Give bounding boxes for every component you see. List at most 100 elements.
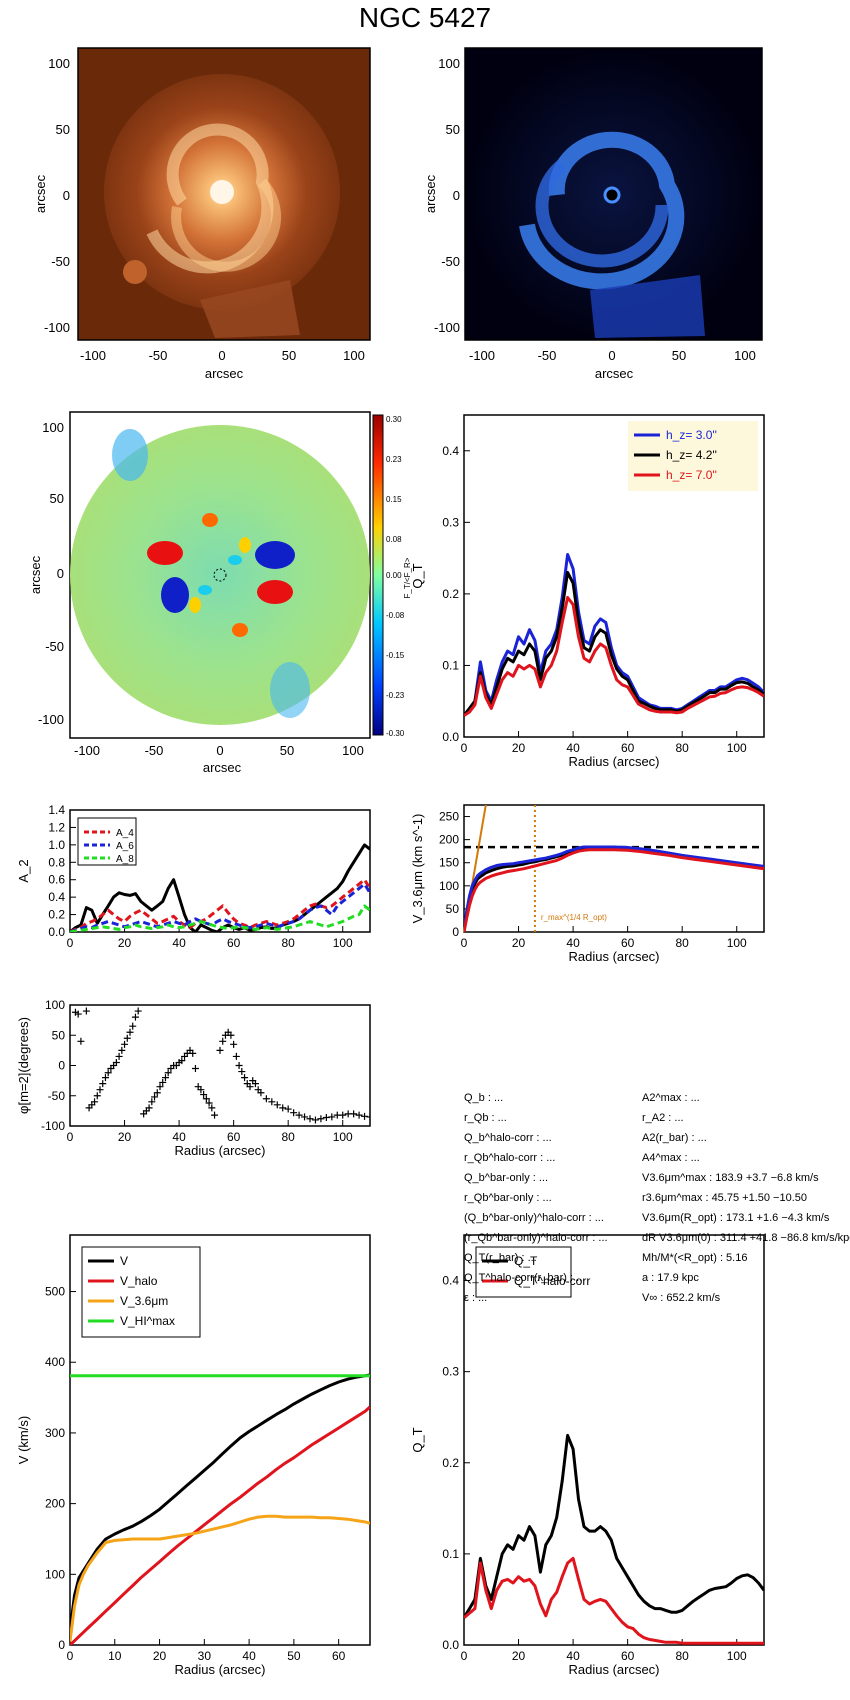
spiral-arm-blue bbox=[519, 131, 685, 290]
force-map-panel bbox=[69, 411, 384, 739]
scatter-point bbox=[322, 1114, 330, 1122]
scatter-point bbox=[153, 1089, 161, 1097]
series-line-3 bbox=[70, 904, 370, 932]
scatter-point bbox=[77, 1037, 85, 1045]
legend-box bbox=[77, 817, 137, 866]
galaxy-core-orange bbox=[210, 180, 234, 204]
x-axis-label: Radius (arcsec) bbox=[568, 1662, 659, 1677]
scatter-point bbox=[134, 1007, 142, 1015]
svg-text:0.00: 0.00 bbox=[386, 571, 402, 580]
y-tick-label: 0.3 bbox=[442, 1365, 459, 1379]
legend-label: Q_T bbox=[514, 1254, 538, 1268]
x-tick-label: 60 bbox=[621, 1649, 635, 1663]
y-tick-label: 0 bbox=[452, 925, 459, 939]
x-tick-label: 20 bbox=[512, 1649, 526, 1663]
scatter-point bbox=[279, 1104, 287, 1112]
plot-frame bbox=[463, 804, 765, 933]
spiral-arm-orange bbox=[146, 123, 274, 274]
y-tick-label: 0.2 bbox=[442, 1456, 459, 1470]
scatter-point bbox=[232, 1052, 240, 1060]
y-tick-label: 150 bbox=[439, 856, 459, 870]
x-tick-label: 80 bbox=[282, 936, 296, 950]
scatter-point bbox=[317, 1115, 325, 1123]
x-tick-label: 80 bbox=[676, 1649, 690, 1663]
y-tick-label: 0 bbox=[58, 1059, 65, 1073]
y-tick-label: 1.2 bbox=[48, 820, 65, 834]
svg-text:100: 100 bbox=[734, 348, 756, 363]
svg-text:-50: -50 bbox=[51, 254, 70, 269]
y-tick-label: 50 bbox=[52, 1028, 66, 1042]
legend-label: h_z= 3.0'' bbox=[666, 428, 717, 442]
scatter-point bbox=[99, 1080, 107, 1088]
y-tick-label: 400 bbox=[45, 1355, 65, 1369]
x-tick-label: 20 bbox=[153, 1649, 167, 1663]
scatter-point bbox=[112, 1058, 120, 1066]
scatter-point bbox=[91, 1098, 99, 1106]
y-tick-label: -100 bbox=[41, 1119, 65, 1133]
svg-text:-100: -100 bbox=[469, 348, 495, 363]
x-tick-label: 100 bbox=[333, 936, 353, 950]
x-axis-label: Radius (arcsec) bbox=[174, 1662, 265, 1677]
series-line-2 bbox=[464, 596, 764, 717]
scatter-point bbox=[82, 1007, 90, 1015]
x-tick-label: 30 bbox=[198, 1649, 212, 1663]
scatter-point bbox=[104, 1069, 112, 1077]
legend-label: V bbox=[120, 1254, 128, 1268]
x-tick-label: 40 bbox=[566, 741, 580, 755]
scatter-point bbox=[262, 1095, 270, 1103]
x-tick-label: 40 bbox=[242, 1649, 256, 1663]
scatter-point bbox=[219, 1037, 227, 1045]
x-tick-label: 0 bbox=[461, 1649, 468, 1663]
svg-text:0: 0 bbox=[63, 188, 70, 203]
y-tick-label: 250 bbox=[439, 810, 459, 824]
image2-xlabel: arcsec bbox=[595, 366, 634, 381]
y-tick-label: 500 bbox=[45, 1285, 65, 1299]
scatter-point bbox=[227, 1031, 235, 1039]
x-tick-label: 0 bbox=[461, 741, 468, 755]
scatter-point bbox=[191, 1065, 199, 1073]
x-tick-label: 60 bbox=[227, 936, 241, 950]
scatter-point bbox=[145, 1104, 153, 1112]
image2-axes: arcsec arcsec -100 -50 0 50 100 100 50 0… bbox=[423, 56, 756, 381]
scatter-point bbox=[235, 1062, 243, 1069]
y-axis-label: V (km/s) bbox=[16, 1416, 31, 1464]
svg-text:-50: -50 bbox=[538, 348, 557, 363]
y-axis-label: V_3.6μm (km s^-1) bbox=[410, 814, 425, 924]
chart-phi: 0 20 40 60 80 100 -100 -50 0 50 100 Radius (arcsec)… bbox=[16, 998, 371, 1158]
svg-text:arcsec: arcsec bbox=[203, 760, 242, 775]
svg-text:0.23: 0.23 bbox=[386, 455, 402, 464]
svg-text:-100: -100 bbox=[44, 320, 70, 335]
y-tick-label: 0.3 bbox=[442, 515, 459, 529]
scatter-point bbox=[311, 1116, 319, 1124]
scatter-point bbox=[151, 1093, 159, 1101]
scatter-point bbox=[74, 1010, 82, 1018]
scatter-point bbox=[246, 1083, 254, 1091]
svg-text:0.15: 0.15 bbox=[386, 495, 402, 504]
force-map-disk bbox=[70, 425, 370, 725]
svg-text:-100: -100 bbox=[38, 712, 64, 727]
svg-text:50: 50 bbox=[50, 491, 64, 506]
y-tick-label: 100 bbox=[45, 1567, 65, 1581]
scatter-point bbox=[123, 1034, 131, 1042]
companion-blob bbox=[123, 260, 147, 284]
scatter-point bbox=[241, 1074, 249, 1082]
scatter-point bbox=[126, 1028, 134, 1036]
svg-text:-100: -100 bbox=[80, 348, 106, 363]
chart-qt_halo: 0 20 40 60 80 100 0.0 0.1 0.2 0.3 0.4 Radius (arcse… bbox=[410, 1234, 765, 1677]
x-tick-label: 0 bbox=[67, 936, 74, 950]
x-tick-label: 40 bbox=[172, 936, 186, 950]
scatter-point bbox=[131, 1013, 139, 1021]
x-tick-label: 60 bbox=[621, 936, 635, 950]
scatter-point bbox=[200, 1091, 208, 1099]
scatter-point bbox=[230, 1040, 238, 1048]
image1-xlabel: arcsec bbox=[205, 366, 244, 381]
svg-text:50: 50 bbox=[446, 122, 460, 137]
scatter-point bbox=[295, 1111, 303, 1119]
x-tick-label: 100 bbox=[727, 1649, 747, 1663]
series-line-1 bbox=[70, 1405, 370, 1645]
svg-text:-50: -50 bbox=[145, 743, 164, 758]
x-tick-label: 80 bbox=[282, 1130, 296, 1144]
y-tick-label: 0.4 bbox=[48, 890, 65, 904]
scatter-point bbox=[115, 1052, 123, 1060]
scatter-point bbox=[208, 1104, 216, 1112]
